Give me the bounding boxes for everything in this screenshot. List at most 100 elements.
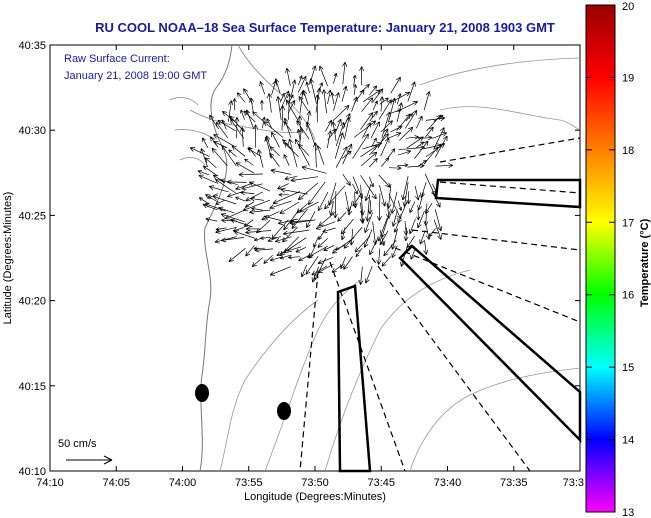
current-arrow (358, 266, 364, 285)
current-arrow (391, 210, 398, 227)
current-arrow (255, 220, 271, 234)
current-arrow (405, 113, 414, 122)
current-arrow (319, 65, 328, 87)
current-arrow (208, 185, 229, 193)
current-arrow (369, 110, 378, 122)
current-arrow (360, 175, 377, 200)
current-arrow (272, 191, 301, 205)
current-arrow (218, 206, 235, 214)
scale-arrow (66, 455, 113, 465)
current-arrow (202, 165, 218, 176)
current-arrow (332, 104, 350, 122)
current-arrow (227, 191, 244, 198)
current-arrow (342, 173, 351, 186)
current-arrow (279, 201, 300, 214)
current-arrow (214, 236, 237, 244)
current-arrow (307, 181, 326, 206)
current-arrow (377, 128, 389, 149)
colorbar-label: Temperature (°C) (639, 218, 651, 307)
current-arrow (328, 182, 337, 206)
map-frame (49, 44, 581, 472)
current-arrow (215, 227, 227, 232)
current-arrow (241, 183, 263, 191)
y-tick-label: 40:10 (18, 466, 46, 478)
current-arrow (315, 221, 336, 230)
current-arrow (328, 201, 334, 216)
current-arrow (202, 137, 209, 148)
current-arrow (333, 92, 340, 111)
current-arrow (406, 135, 419, 140)
current-arrow (388, 97, 397, 122)
current-arrow (282, 226, 298, 243)
current-arrow (435, 162, 454, 169)
current-arrow (364, 265, 373, 284)
figure-title: RU COOL NOAA–18 Sea Surface Temperature:… (95, 20, 555, 35)
x-tick-label: 73:55 (235, 477, 263, 489)
current-arrow (403, 227, 409, 242)
current-arrow (432, 183, 438, 194)
current-arrow (352, 133, 369, 159)
current-arrow (215, 199, 226, 205)
colorbar-tick-label: 16 (622, 290, 634, 302)
current-arrow (379, 230, 389, 246)
current-arrow (334, 132, 344, 159)
current-arrow (245, 109, 254, 129)
current-arrow (381, 256, 391, 267)
current-arrow (215, 226, 237, 234)
current-arrow (285, 67, 291, 87)
current-arrow (321, 89, 327, 113)
current-arrow (244, 158, 254, 166)
current-arrow (344, 116, 351, 140)
current-arrow (325, 119, 333, 132)
y-axis: 40:35 40:30 40:25 40:20 40:15 40:10 (18, 40, 580, 478)
current-arrow (289, 219, 316, 226)
current-arrow (314, 94, 320, 123)
current-arrow (252, 111, 264, 122)
current-arrow (359, 209, 365, 223)
current-arrow (414, 185, 420, 201)
current-arrow (267, 235, 282, 243)
colorbar-tick-label: 13 (622, 507, 634, 518)
current-arrow (269, 152, 280, 167)
current-arrow (288, 255, 300, 260)
current-arrow (197, 170, 210, 176)
current-arrow (278, 192, 289, 197)
current-arrow (253, 246, 265, 251)
current-label-line2: January 21, 2008 19:00 GMT (64, 70, 207, 82)
current-arrow (287, 100, 296, 114)
current-arrow (371, 137, 377, 148)
current-arrow (270, 168, 292, 175)
current-arrow (221, 144, 237, 166)
current-arrow (352, 74, 357, 86)
current-arrow (306, 211, 316, 228)
current-arrow (198, 197, 209, 205)
current-arrow (387, 148, 396, 158)
current-arrow (282, 139, 292, 149)
current-arrow (243, 219, 254, 228)
colorbar-ticks: 20 19 18 17 16 15 14 13 (586, 1, 634, 518)
current-arrow (419, 230, 426, 245)
current-arrow (380, 120, 393, 133)
current-arrow (406, 235, 415, 249)
current-arrow (279, 254, 292, 260)
current-label-line1: Raw Surface Current: (64, 53, 170, 65)
station-marker (195, 384, 209, 402)
current-arrow (331, 237, 355, 254)
current-arrow (240, 190, 255, 196)
current-arrow (420, 182, 427, 198)
bathymetry-contour (219, 299, 319, 472)
current-arrow (332, 191, 338, 219)
colorbar (585, 4, 616, 513)
current-arrow (249, 209, 271, 215)
current-arrow (335, 118, 342, 132)
current-arrow (300, 264, 307, 278)
current-arrow (383, 239, 397, 257)
current-arrow (298, 254, 311, 262)
current-arrow (204, 157, 217, 168)
bathymetry-contour (409, 367, 581, 472)
current-arrow (399, 126, 414, 141)
current-arrow (414, 140, 429, 159)
current-arrow (331, 121, 337, 141)
current-arrow (296, 120, 310, 140)
current-arrow (352, 183, 358, 195)
